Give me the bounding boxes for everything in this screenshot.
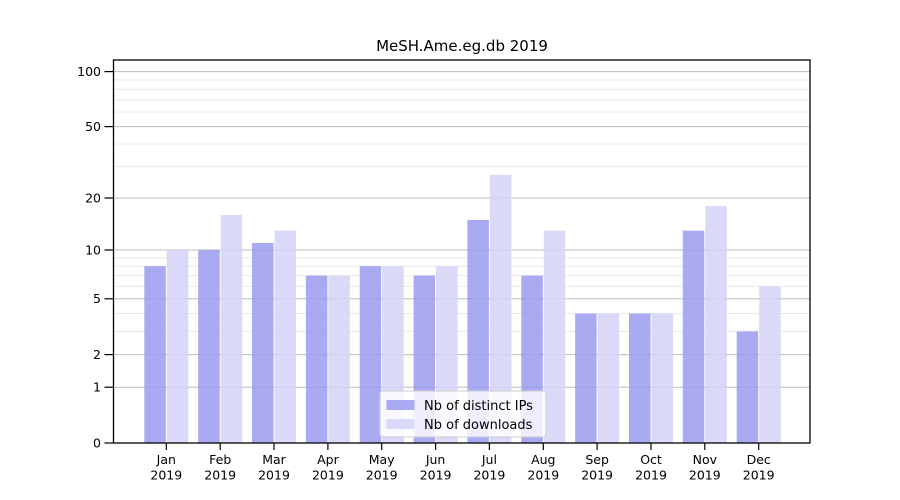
bar-mar-downloads — [274, 230, 296, 443]
chart-title: MeSH.Ame.eg.db 2019 — [376, 37, 548, 55]
plot-frame — [112, 59, 811, 444]
bar-nov-downloads — [705, 206, 727, 443]
y-tick-label-20: 20 — [85, 190, 101, 205]
bar-dec-distinct-ips — [736, 331, 759, 443]
legend-label-distinct-ips: Nb of distinct IPs — [424, 399, 533, 414]
x-tick-label-jun: Jun 2019 — [420, 452, 452, 483]
x-tick-label-dec: Dec 2019 — [743, 452, 775, 483]
y-tick-label-5: 5 — [93, 291, 101, 306]
x-tick-label-nov: Nov 2019 — [689, 452, 721, 483]
legend-swatch-distinct-ips — [386, 400, 415, 410]
y-tick-label-10: 10 — [85, 242, 101, 257]
y-tick-label-0: 0 — [93, 435, 101, 450]
x-tick-label-jan: Jan 2019 — [150, 452, 182, 483]
x-tick-label-feb: Feb 2019 — [204, 452, 236, 483]
x-tick-label-apr: Apr 2019 — [312, 452, 344, 483]
y-tick-label-1: 1 — [93, 380, 101, 395]
bar-mar-distinct-ips — [252, 243, 274, 443]
y-axis-tick-labels: 0 1 2 5 10 20 50 100 — [77, 64, 101, 450]
bar-sep-downloads — [597, 313, 620, 443]
bar-sep-distinct-ips — [575, 313, 597, 443]
bar-oct-distinct-ips — [629, 313, 651, 443]
bar-feb-downloads — [220, 215, 243, 443]
bar-dec-downloads — [759, 286, 781, 443]
bar-may-distinct-ips — [359, 266, 382, 443]
bar-jan-downloads — [166, 250, 189, 443]
x-tick-label-may: May 2019 — [366, 452, 398, 483]
bar-jul-downloads — [489, 174, 512, 444]
bar-jul-distinct-ips — [467, 219, 489, 443]
bar-aug-downloads — [543, 230, 566, 443]
y-tick-label-2: 2 — [93, 347, 101, 362]
legend-box — [379, 390, 547, 438]
x-tick-label-jul: Jul 2019 — [473, 452, 505, 483]
x-tick-label-aug: Aug 2019 — [527, 452, 559, 483]
x-tick-label-mar: Mar 2019 — [258, 452, 290, 483]
legend-label-downloads: Nb of downloads — [424, 418, 533, 433]
x-axis-tick-labels: Jan 2019 Feb 2019 Mar 2019 Apr 2019 May 2019 Jun 20… — [150, 452, 774, 483]
axis-ticks — [104, 70, 760, 450]
bar-apr-distinct-ips — [305, 275, 328, 443]
y-tick-label-100: 100 — [77, 64, 101, 79]
x-tick-label-oct: Oct 2019 — [635, 452, 667, 483]
bar-feb-distinct-ips — [198, 250, 220, 443]
y-tick-label-50: 50 — [85, 119, 101, 134]
x-tick-label-sep: Sep 2019 — [581, 452, 613, 483]
bar-oct-downloads — [651, 313, 673, 443]
legend-swatch-downloads — [386, 419, 415, 429]
bar-jan-distinct-ips — [144, 266, 166, 443]
legend: Nb of distinct IPs Nb of downloads — [379, 390, 547, 438]
bar-apr-downloads — [328, 275, 350, 443]
bar-nov-distinct-ips — [682, 230, 705, 443]
